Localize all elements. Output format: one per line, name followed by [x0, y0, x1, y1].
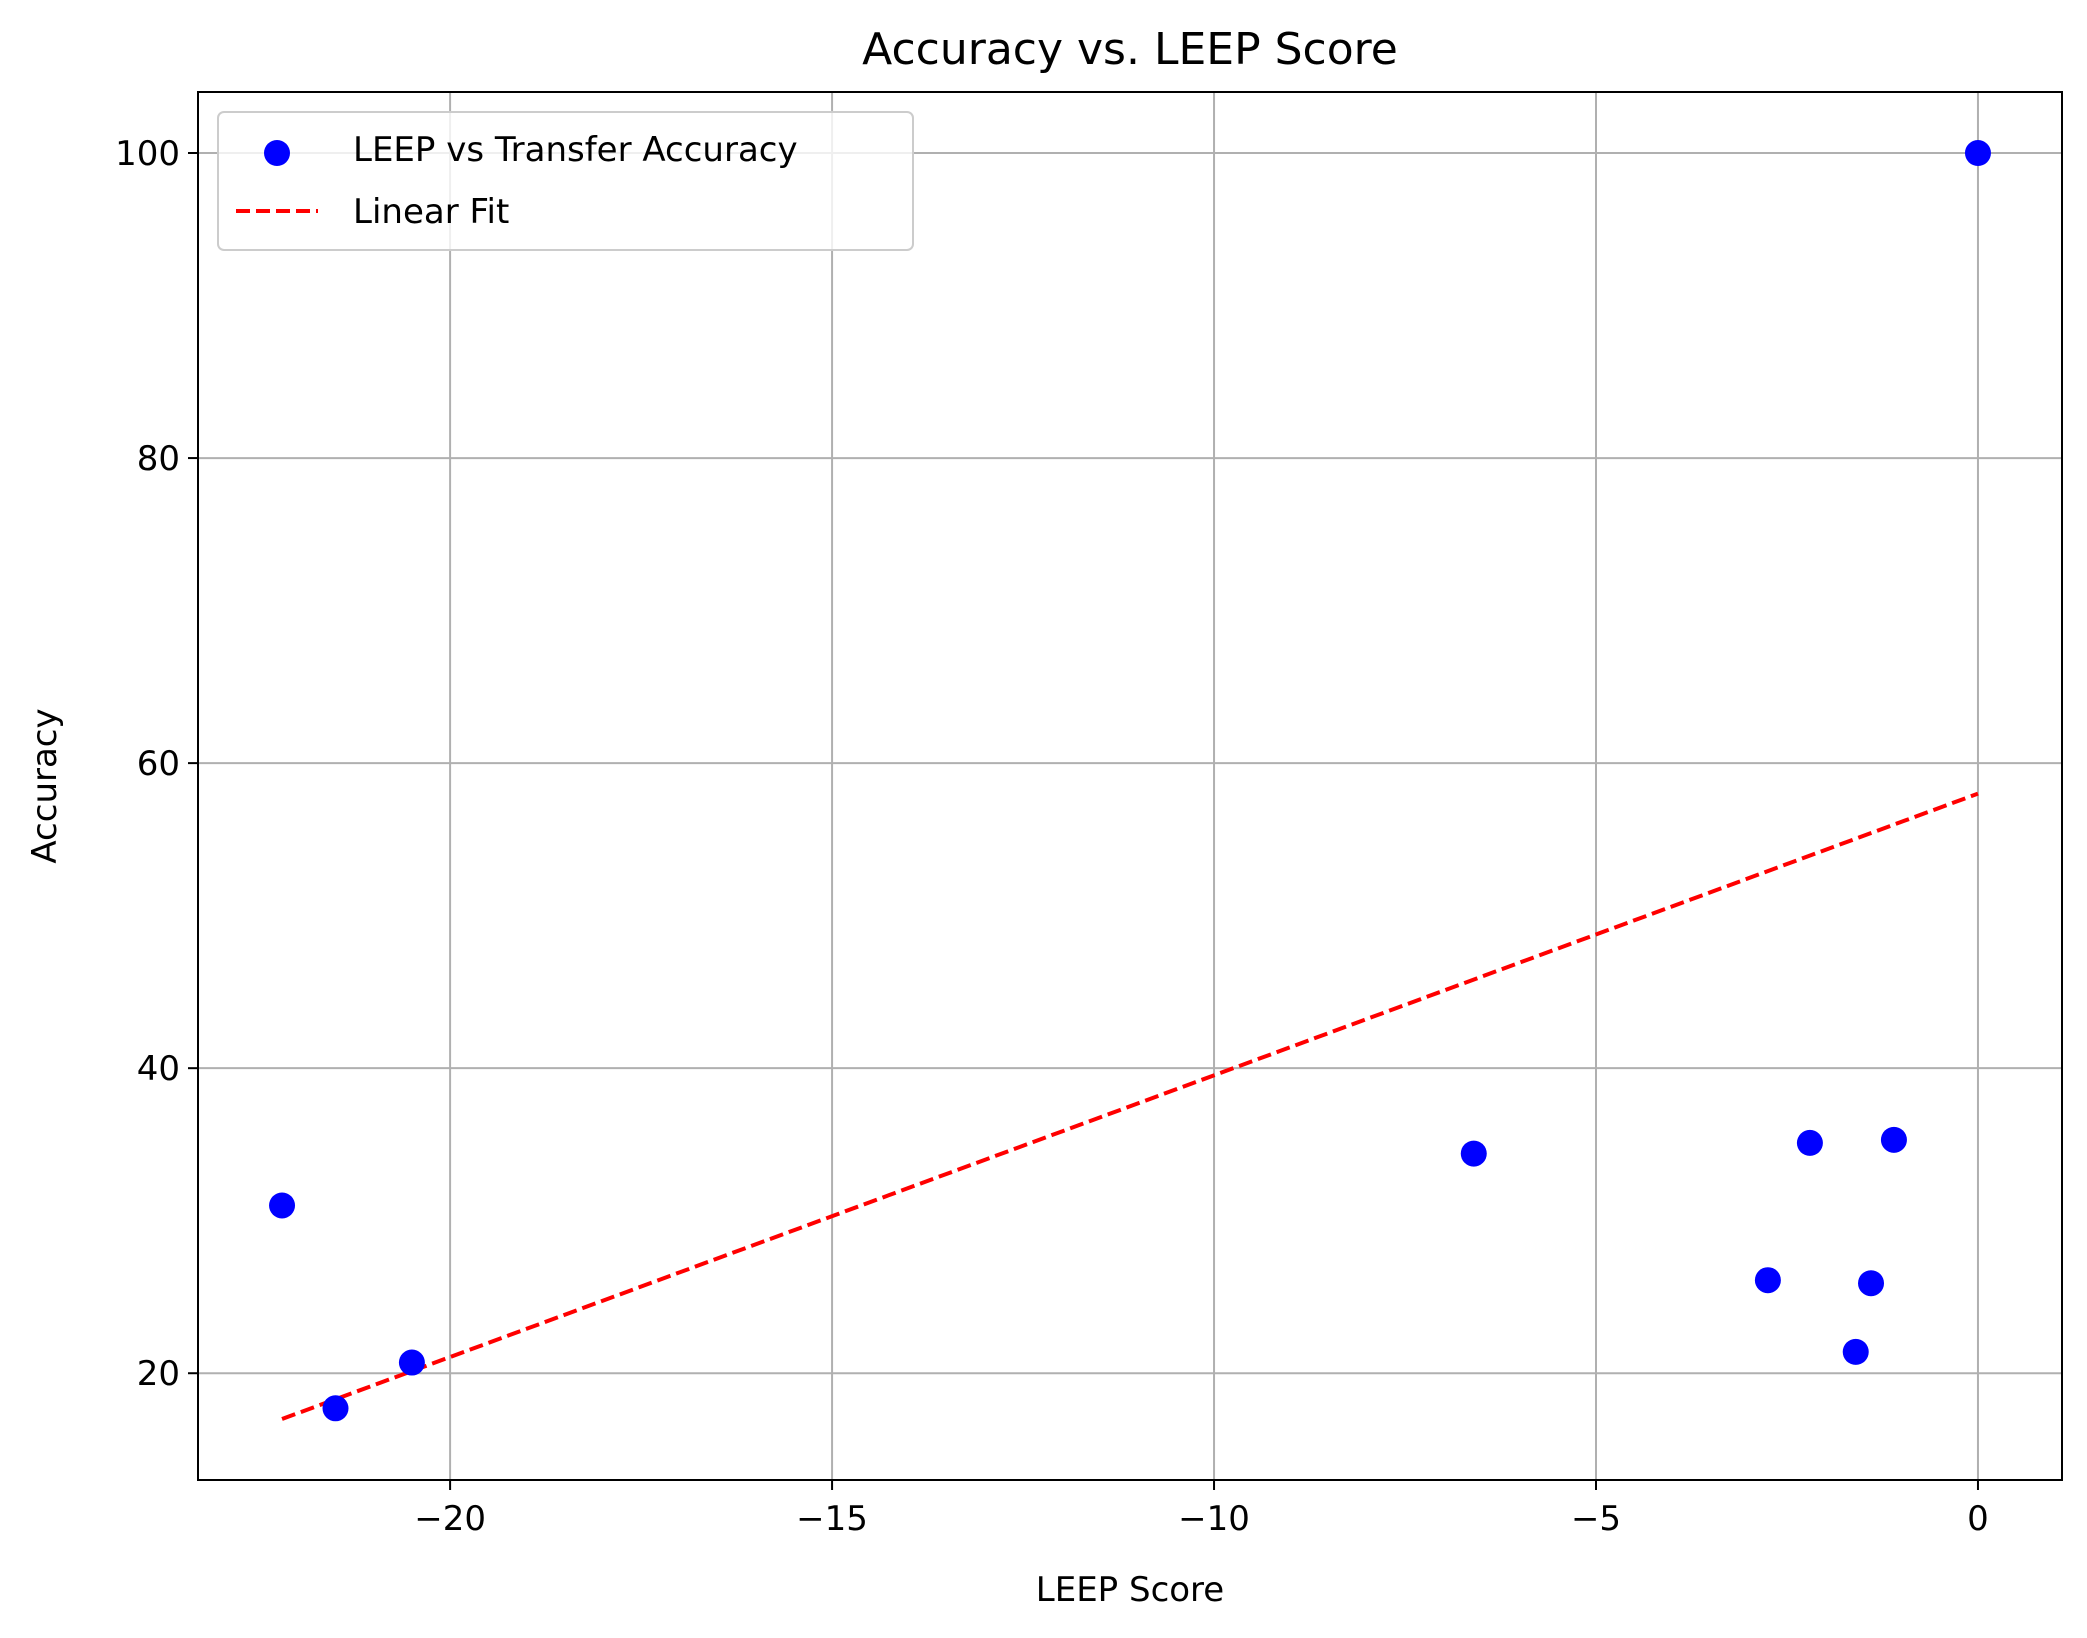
scatter-point: [1754, 1267, 1781, 1294]
legend-label-line: Linear Fit: [353, 192, 509, 232]
scatter-point: [1880, 1126, 1907, 1153]
x-tick-label: −20: [414, 1499, 486, 1539]
chart-title: Accuracy vs. LEEP Score: [862, 24, 1398, 75]
x-axis-label: LEEP Score: [1036, 1570, 1224, 1610]
legend-marker-scatter: [264, 140, 290, 166]
x-tick-label: −5: [1571, 1499, 1621, 1539]
axis-ticks: −20 −15 −10 −5 0 20 40 60 80 100: [115, 134, 1989, 1539]
y-axis-label: Accuracy: [25, 708, 65, 863]
y-tick-label: 60: [137, 744, 180, 784]
scatter-point: [1796, 1129, 1823, 1156]
y-tick-label: 100: [115, 134, 180, 174]
plot-series: [269, 140, 1991, 1422]
scatter-point: [269, 1192, 296, 1219]
plot-frame: [197, 91, 2063, 1481]
linear-fit-line: [281, 791, 1979, 1421]
legend: LEEP vs Transfer Accuracy Linear Fit: [217, 111, 914, 251]
y-tick-label: 80: [137, 439, 180, 479]
scatter-point: [322, 1395, 349, 1422]
legend-label-scatter: LEEP vs Transfer Accuracy: [353, 130, 798, 170]
scatter-point: [1460, 1140, 1487, 1167]
scatter-point: [1842, 1338, 1869, 1365]
scatter-point: [398, 1349, 425, 1376]
grid: [198, 92, 2062, 1480]
scatter-point: [1964, 140, 1991, 167]
y-tick-label: 20: [137, 1354, 180, 1394]
y-tick-label: 40: [137, 1049, 180, 1089]
x-tick-label: 0: [1967, 1499, 1989, 1539]
x-tick-label: −10: [1178, 1499, 1250, 1539]
x-tick-label: −15: [796, 1499, 868, 1539]
scatter-point: [1858, 1270, 1885, 1297]
legend-box: [217, 111, 914, 251]
